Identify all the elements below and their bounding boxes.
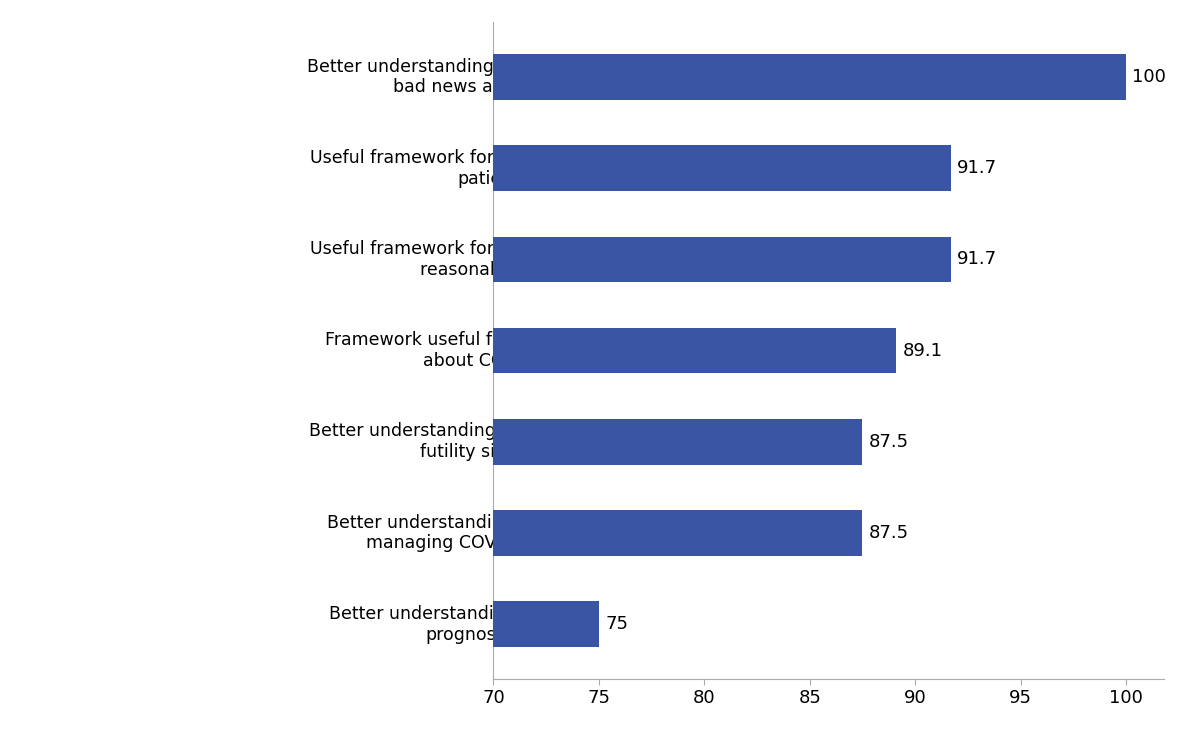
Text: 89.1: 89.1: [902, 342, 942, 360]
Bar: [493, 236, 952, 282]
Text: 91.7: 91.7: [958, 159, 997, 178]
Text: 87.5: 87.5: [869, 433, 908, 451]
Text: Better understanding of ethical issues
managing COVID-19 patients: Better understanding of ethical issues m…: [326, 513, 660, 552]
Text: 87.5: 87.5: [869, 524, 908, 542]
Bar: [493, 601, 599, 647]
Bar: [493, 145, 952, 191]
Text: Better understanding of factors leading to
futility situations: Better understanding of factors leading …: [310, 422, 678, 461]
Text: Useful framework for managing COVID-19
patients: Useful framework for managing COVID-19 p…: [310, 149, 677, 188]
Text: 75: 75: [605, 615, 628, 633]
Text: Useful framework for truthfully identifying
reasonable hope: Useful framework for truthfully identify…: [310, 240, 677, 279]
Text: Better understanding of limitations of
prognostication: Better understanding of limitations of p…: [329, 605, 658, 644]
Text: Framework useful for ethical decisions
about COVID-19: Framework useful for ethical decisions a…: [325, 331, 661, 370]
Text: 91.7: 91.7: [958, 251, 997, 269]
Bar: [493, 419, 863, 465]
Bar: [493, 510, 863, 556]
Bar: [493, 327, 896, 374]
Text: 100: 100: [1133, 68, 1166, 86]
Text: Better understanding of communication of
bad news as a key skill: Better understanding of communication of…: [307, 57, 679, 96]
Bar: [493, 54, 1126, 100]
